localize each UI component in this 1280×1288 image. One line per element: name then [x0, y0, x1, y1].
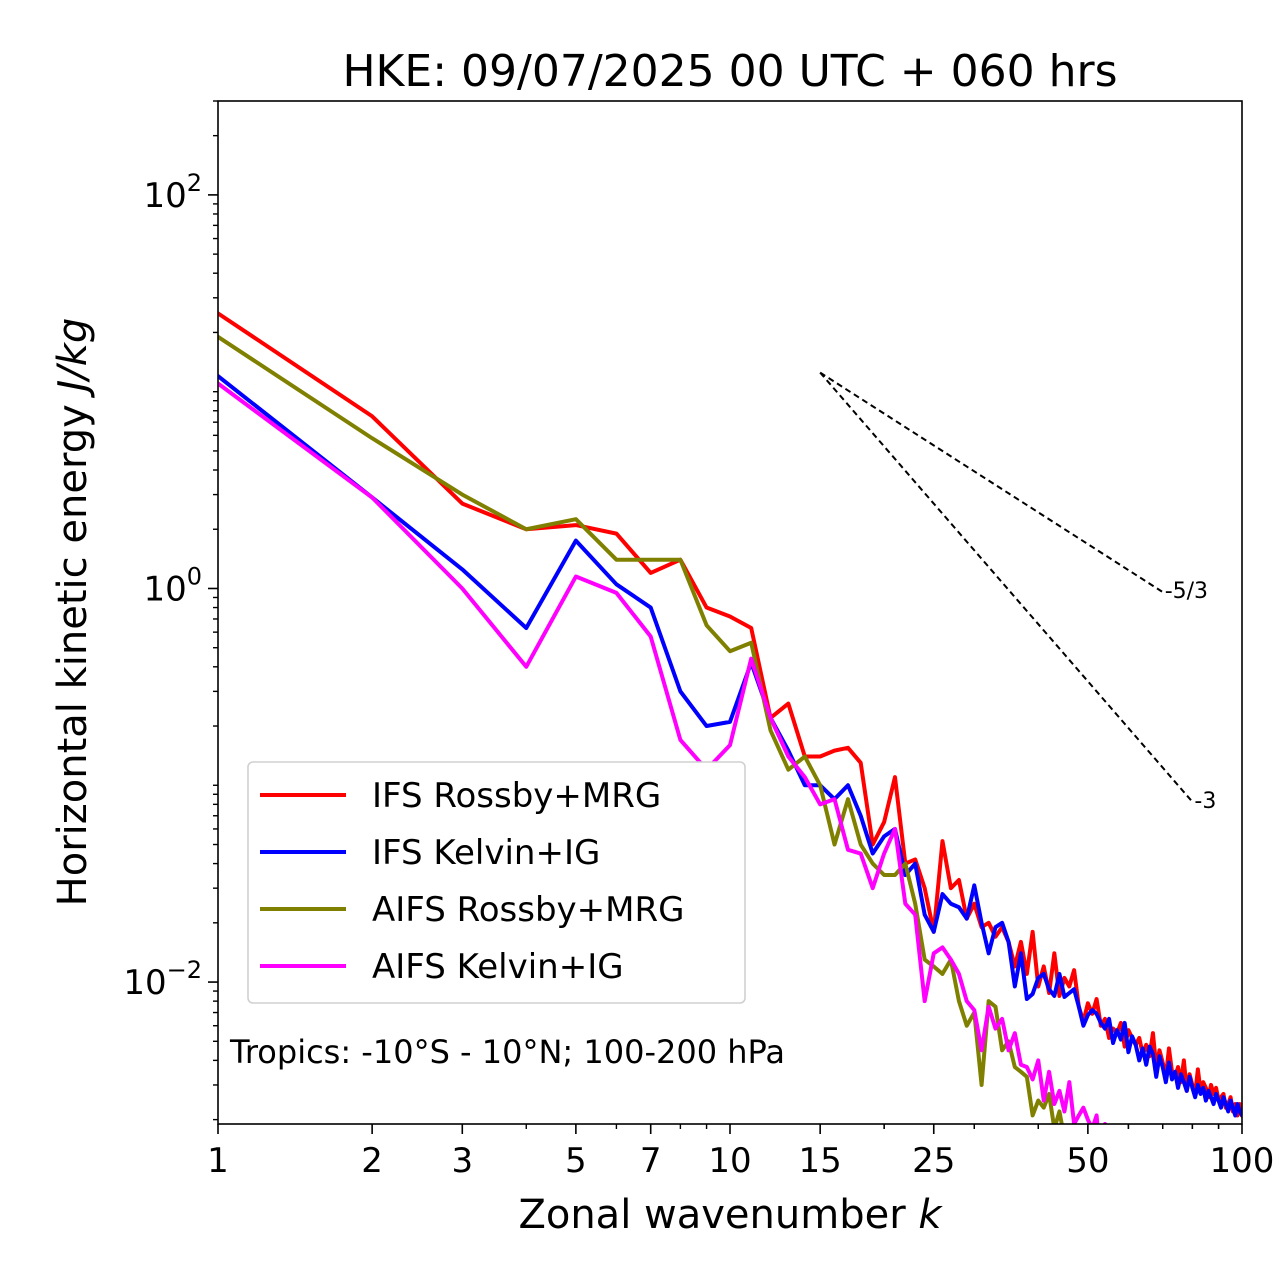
x-tick-label: 2	[361, 1141, 383, 1181]
x-tick-label: 15	[799, 1141, 842, 1181]
x-tick-label: 1	[207, 1141, 229, 1181]
legend-label: AIFS Rossby+MRG	[372, 890, 684, 930]
legend-box	[247, 761, 746, 1004]
reference-slope-label: -3	[1194, 789, 1216, 814]
legend-label: IFS Rossby+MRG	[372, 776, 661, 816]
series-line	[218, 381, 1107, 1124]
x-tick-label: 5	[565, 1141, 587, 1181]
x-axis-label: Zonal wavenumber k	[518, 1192, 943, 1238]
x-tick-label: 25	[912, 1141, 955, 1181]
series-line	[218, 334, 1064, 1124]
reference-slope-line	[819, 371, 1164, 593]
y-tick-label: 10−2	[123, 956, 202, 1003]
chart-title: HKE: 09/07/2025 00 UTC + 060 hrs	[342, 46, 1117, 97]
y-axis-label: Horizontal kinetic energy J/kg	[50, 318, 96, 907]
x-tick-label: 7	[640, 1141, 662, 1181]
legend: IFS Rossby+MRG IFS Kelvin+IG AIFS Rossby…	[247, 761, 746, 1004]
legend-entry: IFS Rossby+MRG	[260, 776, 661, 816]
y-tick-label: 102	[143, 169, 202, 216]
reference-slopes: -5/3 -3	[819, 371, 1216, 814]
x-tick-label: 3	[451, 1141, 473, 1181]
legend-label: AIFS Kelvin+IG	[372, 947, 624, 987]
legend-entry: AIFS Rossby+MRG	[260, 890, 684, 930]
reference-slope-label: -5/3	[1165, 579, 1208, 604]
legend-entry: AIFS Kelvin+IG	[260, 947, 624, 987]
x-tick-label: 10	[708, 1141, 751, 1181]
y-tick-label: 100	[143, 562, 202, 609]
x-tick-label: 100	[1210, 1141, 1275, 1181]
series-layer	[218, 311, 1242, 1124]
legend-label: IFS Kelvin+IG	[372, 833, 600, 873]
x-axis: 1 2 3 5 7 10 15 25 50 100	[207, 1124, 1274, 1181]
y-axis: 102 100 10−2	[123, 100, 218, 1121]
legend-entry: IFS Kelvin+IG	[260, 833, 600, 873]
x-tick-label: 50	[1066, 1141, 1109, 1181]
series-line	[218, 374, 1242, 1118]
reference-slope-line	[819, 371, 1194, 803]
region-annotation: Tropics: -10°S - 10°N; 100-200 hPa	[229, 1033, 785, 1071]
